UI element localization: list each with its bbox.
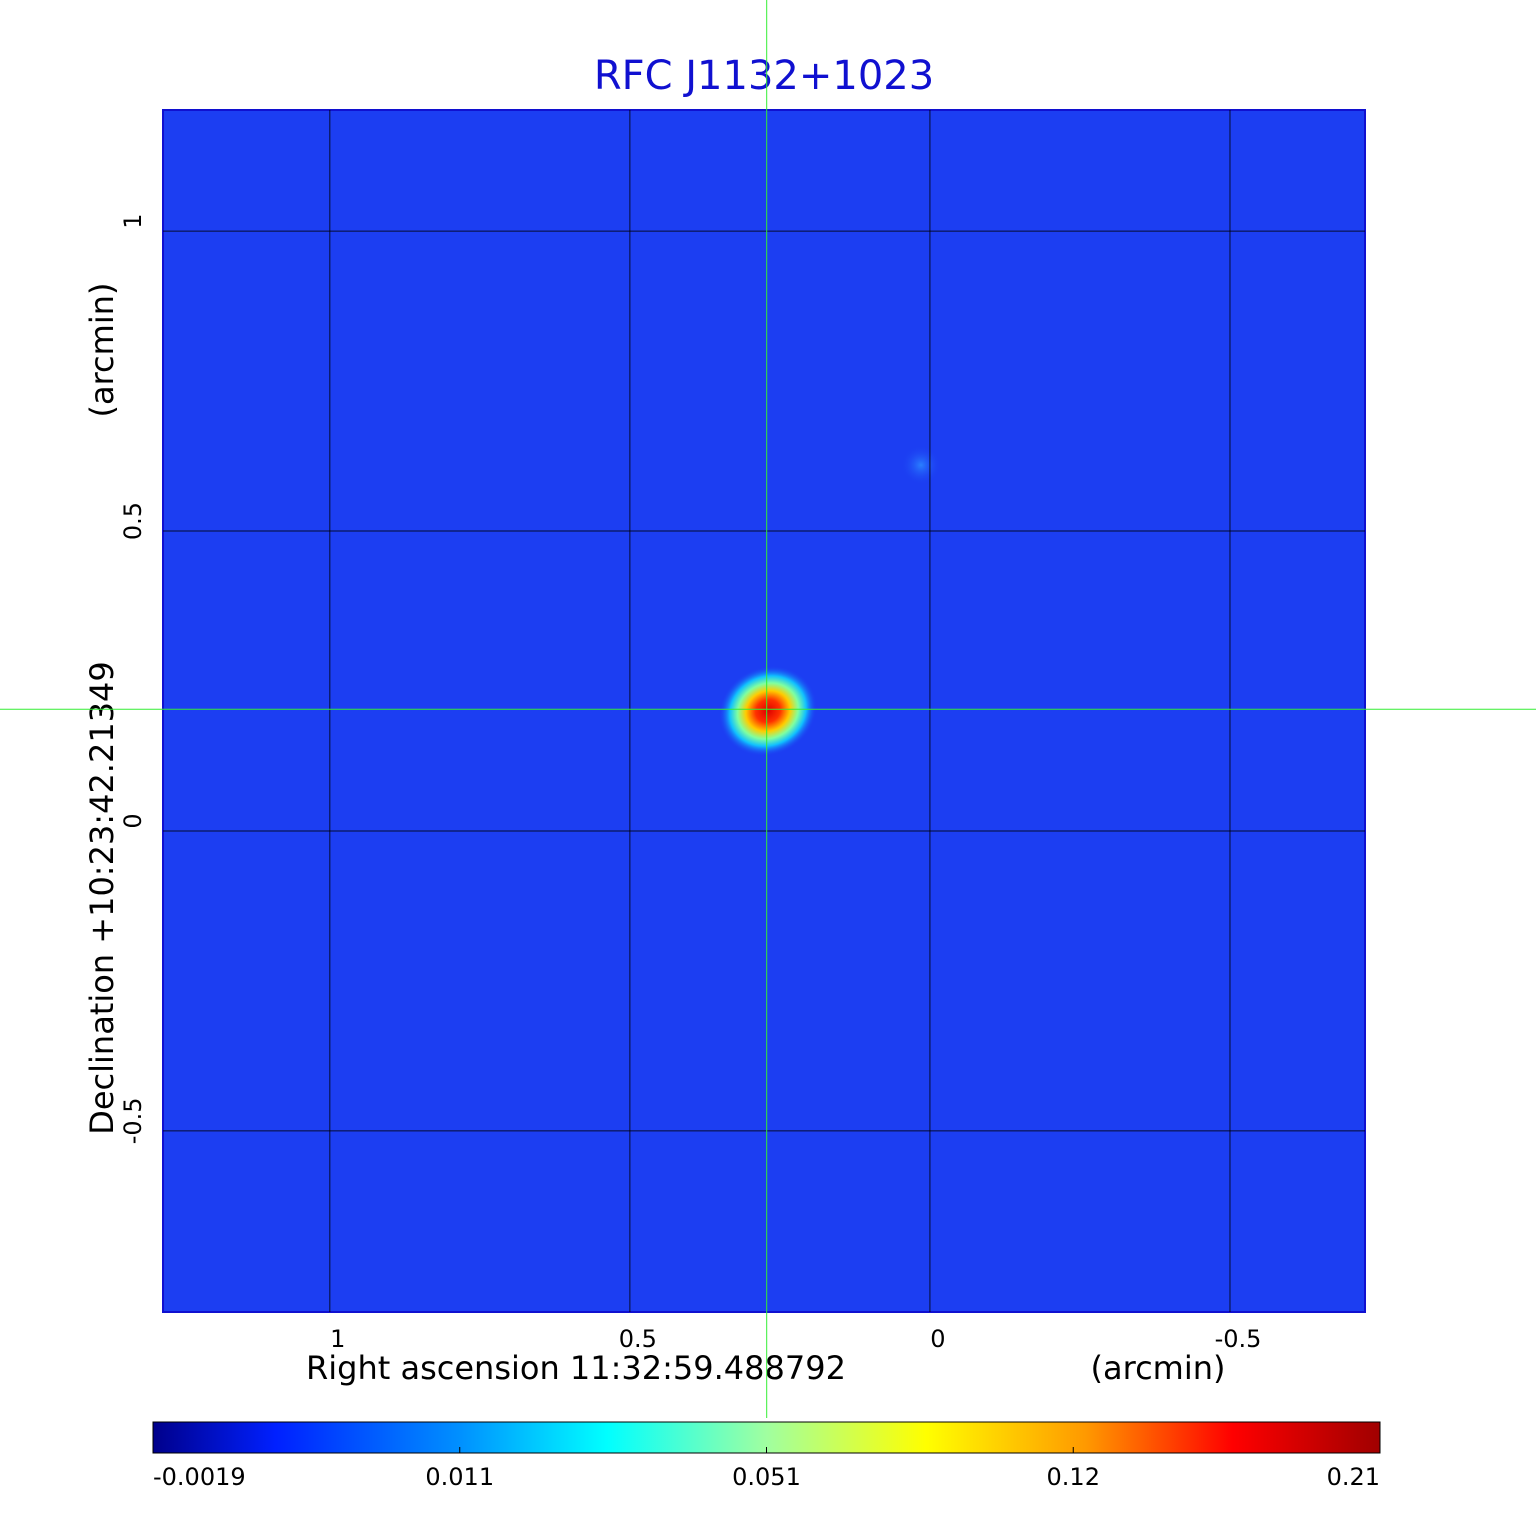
x-tick-label: 0	[930, 1325, 945, 1353]
y-tick-label: 0	[119, 813, 147, 828]
x-axis-unit: (arcmin)	[1091, 1349, 1226, 1387]
colorbar-tick-label: 0.011	[425, 1463, 494, 1491]
chart-title: RFC J1132+1023	[594, 53, 934, 99]
x-axis-label: Right ascension 11:32:59.488792	[306, 1349, 846, 1387]
y-tick-label: 1	[119, 214, 147, 229]
x-tick-label: 1	[330, 1325, 345, 1353]
colorbar-tick-label: -0.0019	[153, 1463, 246, 1491]
colorbar-tick-label: 0.21	[1327, 1463, 1380, 1491]
x-tick-label: 0.5	[619, 1325, 657, 1353]
colorbar-tick-label: 0.051	[732, 1463, 801, 1491]
colorbar-tick-label: 0.12	[1047, 1463, 1100, 1491]
y-tick-label: 0.5	[119, 502, 147, 540]
y-tick-label: -0.5	[119, 1097, 147, 1144]
y-axis-unit: (arcmin)	[83, 283, 121, 418]
source	[900, 445, 941, 486]
x-tick-label: -0.5	[1215, 1325, 1262, 1353]
source	[718, 665, 817, 757]
y-axis-label: Declination +10:23:42.21349	[83, 661, 121, 1135]
